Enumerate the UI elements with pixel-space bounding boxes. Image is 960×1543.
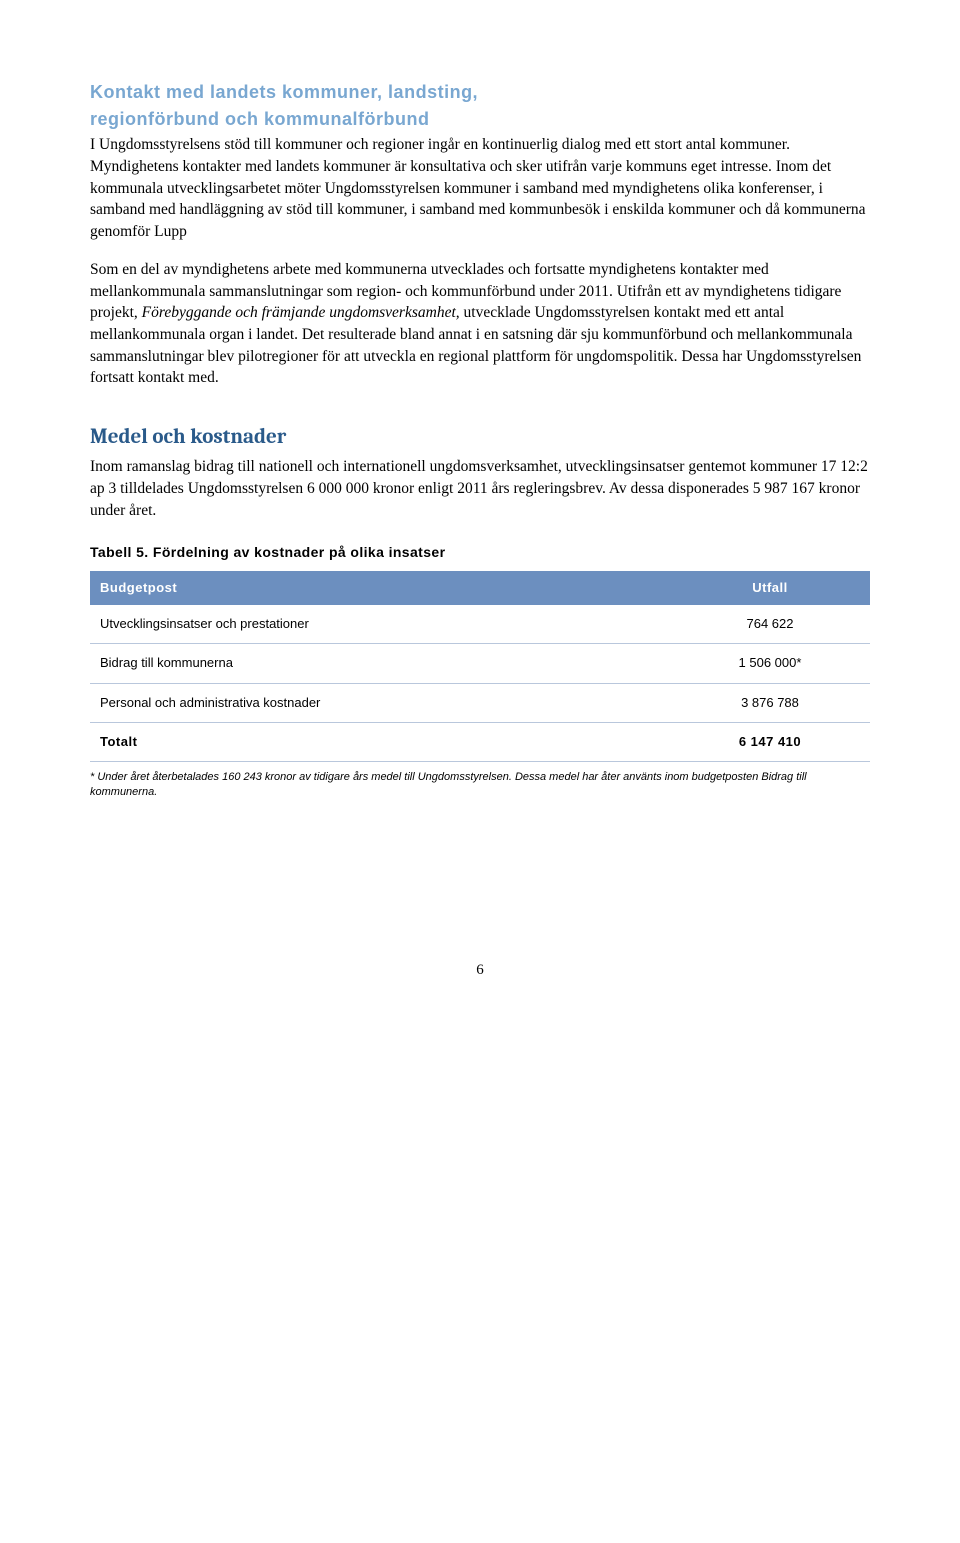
section1-heading-line1: Kontakt med landets kommuner, landsting, [90,80,870,105]
table-row-total: Totalt 6 147 410 [90,722,870,761]
section1-paragraph-1: I Ungdomsstyrelsens stöd till kommuner o… [90,134,870,242]
table-footnote: * Under året återbetalades 160 243 krono… [90,770,870,800]
cost-table: Budgetpost Utfall Utvecklingsinsatser oc… [90,571,870,762]
section1-paragraph-2: Som en del av myndighetens arbete med ko… [90,259,870,389]
table-cell-total-value: 6 147 410 [670,722,870,761]
section2-paragraph: Inom ramanslag bidrag till nationell och… [90,456,870,521]
table-row: Bidrag till kommunerna 1 506 000* [90,644,870,683]
table-cell-label: Personal och administrativa kostnader [90,683,670,722]
table-row: Utvecklingsinsatser och prestationer 764… [90,605,870,644]
table-head-budgetpost: Budgetpost [90,571,670,605]
table-cell-value: 764 622 [670,605,870,644]
table-cell-label: Utvecklingsinsatser och prestationer [90,605,670,644]
table-row: Personal och administrativa kostnader 3 … [90,683,870,722]
para2-italic: Förebyggande och främjande ungdomsverksa… [142,304,460,321]
table-cell-value: 3 876 788 [670,683,870,722]
table-caption: Tabell 5. Fördelning av kostnader på oli… [90,543,870,563]
page-number: 6 [90,960,870,981]
table-head-utfall: Utfall [670,571,870,605]
table-cell-label: Bidrag till kommunerna [90,644,670,683]
table-cell-total-label: Totalt [90,722,670,761]
section2-heading: Medel och kostnader [90,423,870,452]
table-head-row: Budgetpost Utfall [90,571,870,605]
section1-heading-line2: regionförbund och kommunalförbund [90,107,870,132]
table-cell-value: 1 506 000* [670,644,870,683]
